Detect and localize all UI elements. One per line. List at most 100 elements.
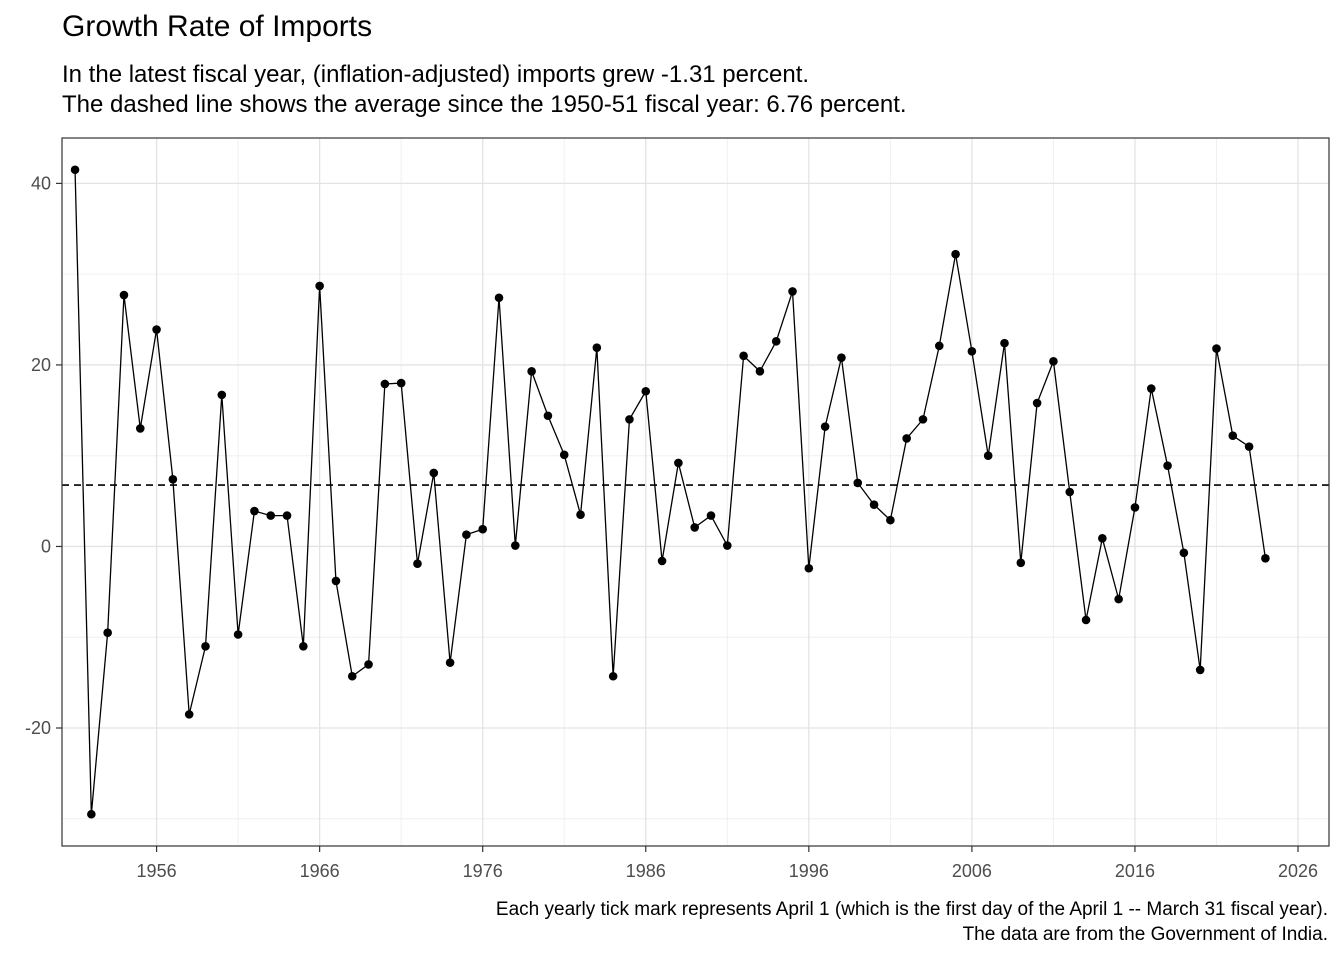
data-point (1114, 594, 1123, 604)
data-point (152, 325, 161, 334)
data-point (886, 515, 895, 525)
data-point (853, 478, 863, 488)
data-point (918, 415, 928, 424)
data-point (1228, 431, 1238, 441)
x-tick-label: 2016 (1115, 861, 1155, 881)
data-point (168, 474, 178, 484)
data-point (511, 541, 520, 550)
data-point (135, 424, 145, 433)
data-point (722, 541, 732, 550)
data-point (282, 511, 292, 520)
data-point (494, 293, 504, 303)
data-point (967, 347, 977, 356)
data-point (1049, 356, 1058, 366)
subtitle-line-1: In the latest fiscal year, (inflation-ad… (62, 61, 810, 88)
data-point (576, 510, 585, 519)
x-axis: 1956 1966 1976 1986 1996 2006 2016 2026 (137, 846, 1318, 881)
data-point (87, 809, 96, 819)
caption-line-1: Each yearly tick mark represents April 1… (495, 899, 1328, 920)
x-tick-label: 1986 (626, 861, 666, 881)
data-point (184, 710, 194, 719)
data-point (1146, 384, 1156, 393)
x-tick-label: 2026 (1278, 861, 1318, 881)
data-point (804, 563, 814, 573)
data-point (706, 511, 716, 520)
data-point (364, 660, 373, 669)
data-point (771, 337, 781, 346)
y-axis: -20 0 20 40 (25, 173, 62, 738)
data-point (103, 628, 112, 637)
data-point (869, 500, 879, 510)
data-point (837, 353, 846, 362)
data-point (1098, 533, 1107, 543)
data-point (266, 511, 276, 520)
data-point (119, 290, 129, 300)
data-point (1130, 503, 1140, 512)
data-point (641, 386, 651, 396)
data-point (1195, 665, 1205, 675)
x-tick-label: 1956 (137, 861, 177, 881)
data-point (1244, 442, 1254, 451)
data-point (233, 630, 243, 639)
x-tick-label: 1966 (300, 861, 340, 881)
subtitle-line-2: The dashed line shows the average since … (62, 91, 907, 118)
data-point (217, 390, 227, 400)
data-point (445, 658, 455, 667)
data-point (608, 671, 618, 681)
data-point (70, 165, 80, 175)
data-point (527, 366, 536, 376)
plot-border (61, 137, 1330, 847)
data-point (1179, 548, 1189, 558)
y-tick-label: 40 (31, 173, 51, 193)
y-tick-label: -20 (25, 718, 51, 738)
data-point (934, 341, 944, 351)
data-point (592, 343, 602, 352)
data-point (1065, 487, 1075, 497)
data-point (1000, 338, 1009, 348)
data-point (543, 411, 553, 421)
data-point (478, 524, 488, 534)
data-point (1163, 461, 1172, 470)
y-tick-label: 0 (41, 536, 51, 556)
series-line-group (74, 169, 1267, 815)
data-point (429, 468, 439, 478)
y-tick-label: 20 (31, 355, 51, 375)
data-point (559, 450, 569, 460)
data-point (902, 434, 911, 443)
data-point (201, 642, 210, 651)
data-point (1081, 615, 1091, 625)
grid-lines (62, 138, 1329, 846)
x-tick-label: 1976 (463, 861, 503, 881)
data-point (413, 559, 422, 569)
data-point (820, 422, 830, 431)
data-point (983, 451, 993, 460)
chart-title: Growth Rate of Imports (62, 10, 373, 43)
data-point (331, 576, 341, 586)
data-point (951, 249, 960, 259)
data-point (380, 379, 390, 389)
x-tick-label: 1996 (789, 861, 829, 881)
caption-line-2: The data are from the Government of Indi… (962, 924, 1328, 945)
chart-caption: Each yearly tick mark represents April 1… (496, 897, 1328, 947)
data-point (1261, 554, 1270, 563)
data-point (315, 281, 324, 291)
data-points (70, 165, 1270, 819)
data-point (250, 506, 259, 516)
data-point (625, 415, 634, 424)
data-point (462, 530, 471, 539)
data-point (299, 642, 308, 651)
data-point (1032, 398, 1042, 408)
data-point (1016, 558, 1026, 568)
series-line (74, 169, 1267, 815)
data-point (674, 458, 683, 468)
data-point (1212, 344, 1221, 353)
data-point (739, 351, 748, 361)
data-point (396, 378, 406, 388)
chart-subtitle: In the latest fiscal year, (inflation-ad… (62, 60, 907, 120)
data-point (690, 523, 699, 532)
data-point (788, 287, 797, 296)
x-tick-label: 2006 (952, 861, 992, 881)
data-point (755, 366, 765, 376)
data-point (347, 671, 357, 681)
